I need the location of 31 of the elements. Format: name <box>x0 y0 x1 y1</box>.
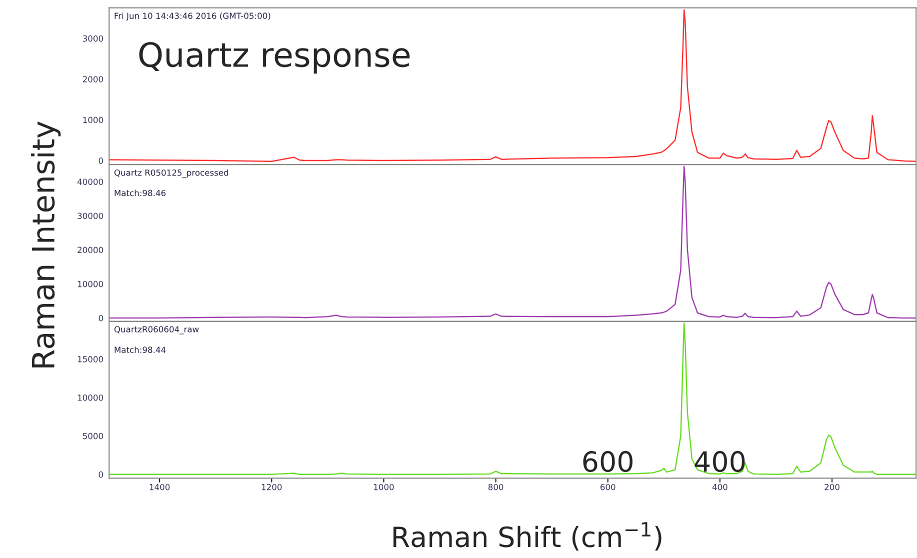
annotation: 400 <box>694 451 745 472</box>
annotation: Match:98.44 <box>114 346 166 353</box>
x-tick-label: 1400 <box>150 484 170 490</box>
line-series <box>109 9 916 162</box>
y-tick-label: 20000 <box>78 246 104 254</box>
annotation: Quartz R050125_processed <box>114 169 228 178</box>
y-tick-label: 0 <box>98 471 104 478</box>
y-tick-label: 3000 <box>82 35 104 42</box>
annotation: Fri Jun 10 14:43:46 2016 (GMT-05:00) <box>114 12 270 21</box>
x-tick-label: 200 <box>824 484 840 490</box>
y-tick-label: 30000 <box>78 212 104 220</box>
y-tick-label: 40000 <box>77 178 104 185</box>
y-axis-title: Raman Intensity <box>31 122 61 368</box>
annotation: Match:98.46 <box>114 190 166 196</box>
annotation: QuartzR060604_raw <box>114 326 199 334</box>
text: Quartz response <box>139 42 410 74</box>
y-tick-label: 10000 <box>78 394 104 401</box>
x-tick-label: 1200 <box>262 484 282 490</box>
y-tick-label: 5000 <box>83 432 104 440</box>
y-tick-label: 1000 <box>83 116 104 124</box>
x-tick-label: 800 <box>488 484 504 490</box>
x-tick-label: 1000 <box>374 484 394 490</box>
annotation: 600 <box>583 451 632 472</box>
y-tick-label: 0 <box>98 158 104 164</box>
y-tick-label: 0 <box>98 314 104 322</box>
x-tick-label: 600 <box>600 484 616 490</box>
x-axis-title: Raman Shift (cm$^{−1}$) <box>393 522 662 551</box>
x-tick-label: 400 <box>712 484 728 490</box>
y-tick-label: 10000 <box>78 280 104 288</box>
y-tick-label: 2000 <box>82 76 104 82</box>
y-tick-label: 15000 <box>78 356 104 362</box>
